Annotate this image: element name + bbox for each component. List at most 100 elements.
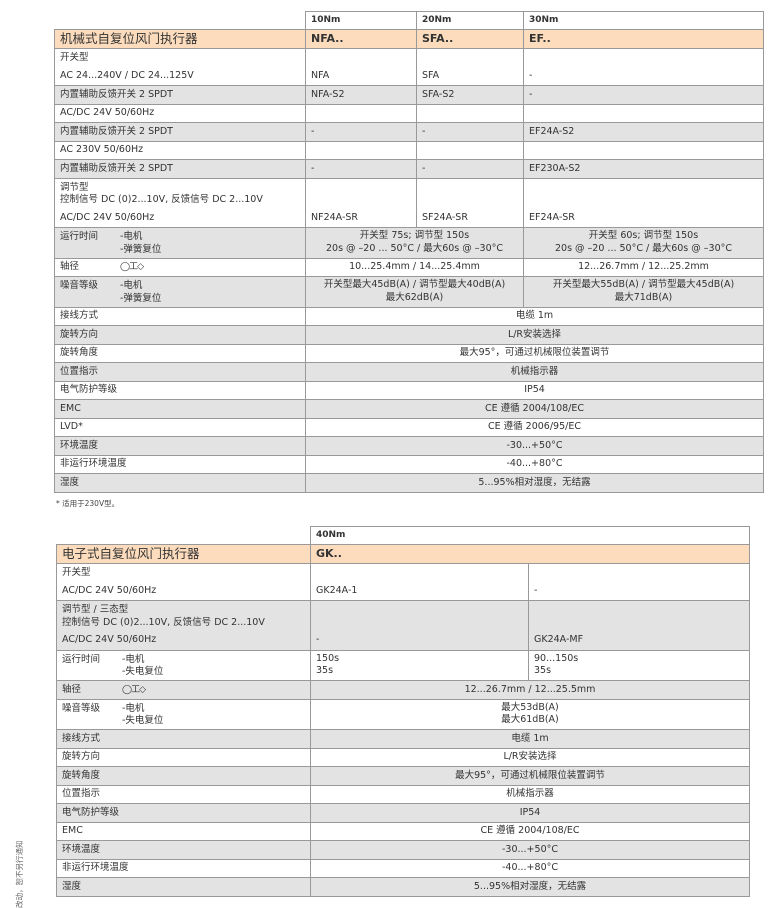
- table-row: 非运行环境温度 -40...+80°C: [54, 455, 764, 474]
- row-label: LVD*: [54, 418, 306, 437]
- row-sublabels: -电机 -失电复位: [122, 702, 164, 727]
- cell-value: 开关型最大45dB(A) / 调节型最大40dB(A) 最大62dB(A): [305, 276, 524, 308]
- cell-value: 最大95°，可通过机械限位装置调节: [310, 766, 750, 786]
- row-label: 位置指示: [54, 362, 306, 382]
- row-label-group: 噪音等级 -电机 -失电复位: [62, 703, 305, 728]
- cell-value: CE 遵循 2006/95/EC: [305, 418, 764, 437]
- row-label: AC/DC 24V 50/60Hz: [54, 104, 306, 123]
- cell-value: [310, 600, 529, 632]
- row-label: 电气防护等级: [54, 381, 306, 400]
- cell-value: 12...26.7mm / 12...25.5mm: [310, 680, 750, 700]
- row-label: 旋转角度: [56, 766, 311, 786]
- table-row: 湿度 5...95%相对湿度，无结露: [54, 473, 764, 493]
- row-label: 噪音等级 -电机 -弹簧复位: [54, 276, 306, 308]
- table-row: 内置辅助反馈开关 2 SPDT - - EF24A-S2: [54, 122, 764, 142]
- row-label: 位置指示: [56, 785, 311, 804]
- cell-value: EF24A-S2: [523, 122, 764, 142]
- cell-value: IP54: [310, 803, 750, 823]
- cell-value: SFA: [416, 67, 524, 86]
- table-row: 运行时间 -电机 -弹簧复位 开关型 75s; 调节型 150s 20s @ –20…: [54, 227, 764, 259]
- row-label: 调节型 / 三态型 控制信号 DC (0)2...10V, 反馈信号 DC 2.…: [56, 600, 311, 632]
- row-label: 调节型 控制信号 DC (0)2...10V, 反馈信号 DC 2...10V: [54, 178, 306, 209]
- cell-value: 最大95°，可通过机械限位装置调节: [305, 344, 764, 363]
- table-row: 噪音等级 -电机 -弹簧复位 开关型最大45dB(A) / 调节型最大40dB(A)…: [54, 276, 764, 308]
- torque-header-row: 40Nm: [56, 526, 750, 545]
- table-row: 非运行环境温度 -40...+80°C: [56, 859, 750, 878]
- table-row: LVD* CE 遵循 2006/95/EC: [54, 418, 764, 437]
- row-label-main: 轴径: [60, 261, 80, 272]
- table-row: 环境温度 -30...+50°C: [54, 436, 764, 456]
- table-row: EMC CE 遵循 2004/108/EC: [56, 822, 750, 841]
- table-row: 旋转角度 最大95°，可通过机械限位装置调节: [54, 344, 764, 363]
- row-label-main: 噪音等级: [60, 280, 99, 291]
- cell-value: SFA-S2: [416, 85, 524, 105]
- series-name: GK..: [310, 544, 750, 564]
- cell-value: [310, 563, 529, 582]
- cell-value: [305, 48, 417, 67]
- header-spacer: [54, 11, 306, 30]
- row-label: 环境温度: [54, 436, 306, 456]
- row-label-group: 运行时间 -电机 -弹簧复位: [60, 231, 300, 256]
- cell-value: SF24A-SR: [416, 209, 524, 228]
- table-row: 内置辅助反馈开关 2 SPDT - - EF230A-S2: [54, 159, 764, 179]
- row-label: 非运行环境温度: [54, 455, 306, 474]
- cell-value: -: [305, 159, 417, 179]
- section-title: 机械式自复位风门执行器: [54, 29, 306, 49]
- cell-value: 开关型 60s; 调节型 150s 20s @ –20 ... 50°C / 最…: [523, 227, 764, 259]
- row-label: 接线方式: [54, 307, 306, 326]
- torque-label: 30Nm: [523, 11, 764, 30]
- row-label: 非运行环境温度: [56, 859, 311, 878]
- cell-value: [528, 600, 750, 632]
- cell-value: -: [528, 582, 750, 601]
- table-row: 位置指示 机械指示器: [54, 362, 764, 382]
- electronic-actuator-spec-table: 40Nm 电子式自复位风门执行器 GK.. 开关型 AC/DC 24V 50/60Hz G…: [56, 526, 750, 897]
- cell-value: CE 遵循 2004/108/EC: [305, 399, 764, 419]
- row-label: 电气防护等级: [56, 803, 311, 823]
- row-label-group: 运行时间 -电机 -失电复位: [62, 654, 305, 679]
- cell-value: [416, 141, 524, 160]
- cell-value: 电缆 1m: [310, 729, 750, 749]
- row-label: 湿度: [56, 877, 311, 897]
- header-spacer: [56, 526, 311, 545]
- cell-value: IP54: [305, 381, 764, 400]
- cell-value: L/R安装选择: [310, 748, 750, 767]
- cell-value: -: [416, 159, 524, 179]
- row-label: EMC: [56, 822, 311, 841]
- cell-value: -: [305, 122, 417, 142]
- table-row: 运行时间 -电机 -失电复位 150s 35s 90...150s 35s: [56, 650, 750, 681]
- cell-value: [523, 141, 764, 160]
- row-label: AC/DC 24V 50/60Hz: [54, 209, 306, 228]
- table-row: AC 230V 50/60Hz: [54, 141, 764, 160]
- table-row: EMC CE 遵循 2004/108/EC: [54, 399, 764, 419]
- cell-value: -: [523, 67, 764, 86]
- row-label: AC 230V 50/60Hz: [54, 141, 306, 160]
- row-label: 内置辅助反馈开关 2 SPDT: [54, 122, 306, 142]
- table-row: AC/DC 24V 50/60Hz - GK24A-MF: [56, 631, 750, 651]
- row-sublabels: -电机 -弹簧复位: [120, 231, 162, 255]
- row-label: 内置辅助反馈开关 2 SPDT: [54, 85, 306, 105]
- table-row: 内置辅助反馈开关 2 SPDT NFA-S2 SFA-S2-: [54, 85, 764, 105]
- cell-value: 10...25.4mm / 14...25.4mm: [305, 258, 524, 277]
- row-label: 运行时间 -电机 -弹簧复位: [54, 227, 306, 259]
- row-label: 湿度: [54, 473, 306, 493]
- table-row: 接线方式 电缆 1m: [54, 307, 764, 326]
- row-label-main: 噪音等级: [62, 702, 101, 714]
- row-label: AC/DC 24V 50/60Hz: [56, 631, 311, 651]
- table-row: AC/DC 24V 50/60Hz NF24A-SR SF24A-SR EF24A-S…: [54, 209, 764, 228]
- cell-value: 开关型 75s; 调节型 150s 20s @ –20 ... 50°C / 最…: [305, 227, 524, 259]
- cell-value: -30...+50°C: [305, 436, 764, 456]
- cell-value: 5...95%相对湿度，无结露: [305, 473, 764, 493]
- cell-value: 90...150s 35s: [528, 650, 750, 681]
- cell-value: -30...+50°C: [310, 840, 750, 860]
- table-row: 轴径 ◯工◇ 10...25.4mm / 14...25.4mm 12...26.7m…: [54, 258, 764, 277]
- cell-value: 最大53dB(A) 最大61dB(A): [310, 699, 750, 730]
- side-disclaimer: 改动，恕不另行通知: [15, 840, 24, 908]
- row-label: 开关型: [56, 563, 311, 582]
- torque-label: 10Nm: [305, 11, 417, 30]
- mechanical-actuator-spec-table: 10Nm 20Nm 30Nm 机械式自复位风门执行器 NFA.. SFA.. EF.. 开关型…: [54, 11, 764, 493]
- torque-label: 20Nm: [416, 11, 524, 30]
- cell-value: NFA-S2: [305, 85, 417, 105]
- cell-value: -: [416, 122, 524, 142]
- row-label: 轴径 ◯工◇: [54, 258, 306, 277]
- row-label-group: 轴径 ◯工◇: [62, 684, 305, 697]
